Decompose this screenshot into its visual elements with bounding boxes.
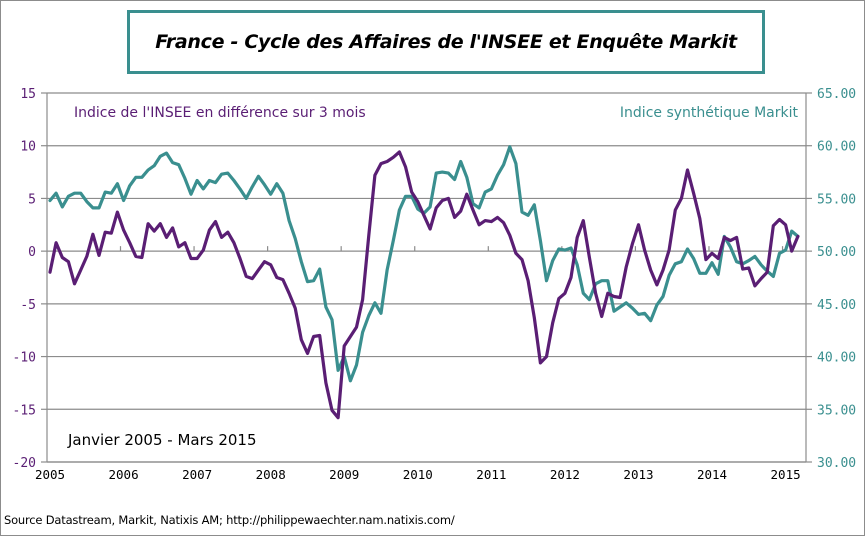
left-tick-label: -20 xyxy=(13,456,36,471)
right-tick-label: 60.00 xyxy=(817,140,856,155)
right-tick-label: 45.00 xyxy=(817,298,856,313)
right-axis-tick-labels: 65.00 60.00 55.00 50.00 45.00 40.00 35.00 30.00 xyxy=(817,87,856,471)
left-tick-label: 10 xyxy=(20,140,36,155)
x-tick-label: 2008 xyxy=(256,467,286,482)
x-tick-label: 2013 xyxy=(623,467,653,482)
series-lines xyxy=(48,145,800,420)
gridlines xyxy=(47,92,806,463)
x-tick-label: 2005 xyxy=(35,467,65,482)
right-tick-label: 40.00 xyxy=(817,351,856,366)
left-tick-label: -15 xyxy=(13,403,36,418)
left-tick-label: 5 xyxy=(28,192,36,207)
left-tick-label: -10 xyxy=(13,351,36,366)
title-box: France - Cycle des Affaires de l'INSEE e… xyxy=(127,10,765,74)
x-tick-label: 2012 xyxy=(550,467,580,482)
right-tick-label: 65.00 xyxy=(817,87,856,102)
left-tick-label: 0 xyxy=(28,245,36,260)
legend-insee: Indice de l'INSEE en différence sur 3 mo… xyxy=(74,105,366,121)
x-tick-label: 2014 xyxy=(697,467,727,482)
right-tick-label: 50.00 xyxy=(817,245,856,260)
right-tick-label: 35.00 xyxy=(817,403,856,418)
period-label: Janvier 2005 - Mars 2015 xyxy=(67,431,257,449)
legend-markit: Indice synthétique Markit xyxy=(620,105,799,121)
x-tick-label: 2010 xyxy=(403,467,433,482)
source-note: Source Datastream, Markit, Natixis AM; h… xyxy=(4,513,455,527)
left-axis-tick-labels: 15 10 5 0 -5 -10 -15 -20 xyxy=(13,87,36,471)
chart-title: France - Cycle des Affaires de l'INSEE e… xyxy=(155,31,737,53)
x-tick-label: 2015 xyxy=(771,467,801,482)
right-tick-label: 55.00 xyxy=(817,192,856,207)
x-tick-label: 2011 xyxy=(476,467,506,482)
x-axis-tick-labels: 2005 2006 2007 2008 2009 2010 2011 2012 2013 2014… xyxy=(35,467,801,482)
left-tick-label: -5 xyxy=(20,298,36,313)
right-tick-label: 30.00 xyxy=(817,456,856,471)
axes xyxy=(41,92,812,463)
x-tick-label: 2007 xyxy=(182,467,212,482)
series-line-insee xyxy=(48,150,800,420)
x-tick-label: 2006 xyxy=(109,467,139,482)
x-tick-label: 2009 xyxy=(329,467,359,482)
left-tick-label: 15 xyxy=(20,87,36,102)
